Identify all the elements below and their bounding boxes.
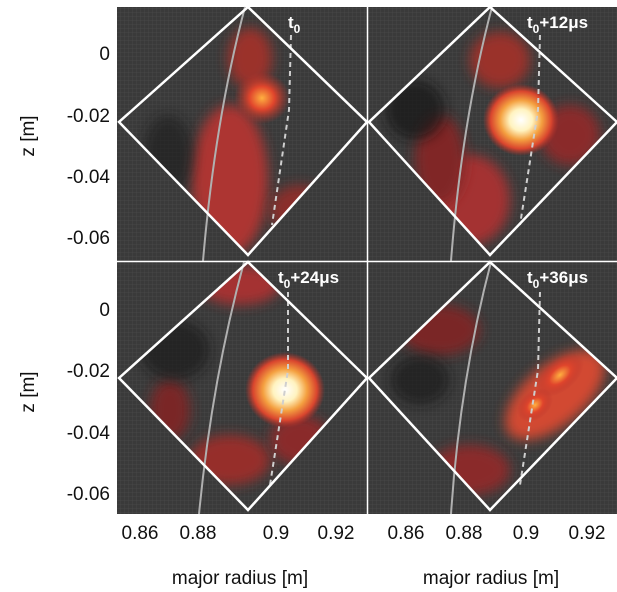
time-label-t0-plus-24us: t0+24μs [278, 268, 339, 291]
time-label-t0-plus-12us: t0+12μs [527, 13, 588, 36]
flux-surface-curve [198, 261, 245, 515]
y-tick-label: -0.04 [67, 423, 111, 444]
emission-peak [483, 84, 559, 156]
flux-surface-curve [450, 6, 493, 262]
dashed-reference-line [519, 34, 541, 226]
y-tick-label: -0.06 [67, 228, 110, 249]
flux-surface-curve [202, 6, 246, 262]
time-label-t0-plus-36us: t0+36μs [527, 268, 588, 291]
x-tick-label: 0.86 [122, 523, 159, 544]
x-axis-label: major radius [m] [423, 568, 559, 589]
flux-surface-curve [450, 261, 492, 515]
emission-peak [234, 72, 290, 124]
emission-blob [415, 115, 465, 205]
view-diamond [367, 5, 617, 257]
x-tick-label: 0.88 [446, 523, 483, 544]
y-tick-label: -0.06 [67, 484, 110, 505]
x-axis-label: major radius [m] [172, 568, 308, 589]
emission-peak [536, 353, 584, 397]
x-tick-label: 0.9 [513, 523, 539, 544]
panel-bottom-left [140, 265, 330, 485]
y-tick-label: 0 [99, 44, 110, 65]
x-tick-label: 0.92 [318, 523, 355, 544]
y-axis-label: z [m] [18, 371, 39, 412]
x-tick-label: 0.86 [388, 523, 425, 544]
emission-blob [470, 32, 530, 88]
y-tick-label: -0.04 [67, 167, 111, 188]
time-label-t0: t0 [288, 13, 301, 36]
emission-peak [517, 388, 553, 422]
dark-region [385, 80, 445, 140]
y-tick-label: -0.02 [67, 106, 110, 127]
y-tick-label: 0 [99, 300, 110, 321]
view-diamond [117, 260, 369, 512]
x-tick-label: 0.92 [569, 523, 606, 544]
y-axis-label: z [m] [18, 115, 39, 156]
dark-region [390, 355, 450, 405]
dashed-reference-line [269, 292, 289, 486]
y-tick-label: -0.02 [67, 361, 110, 382]
x-tick-label: 0.9 [263, 523, 289, 544]
dashed-reference-line [271, 34, 292, 226]
view-diamond [367, 260, 617, 512]
x-tick-label: 0.88 [180, 523, 217, 544]
view-diamond [117, 5, 369, 257]
dashed-reference-line [519, 291, 541, 486]
emission-peak [245, 352, 325, 428]
